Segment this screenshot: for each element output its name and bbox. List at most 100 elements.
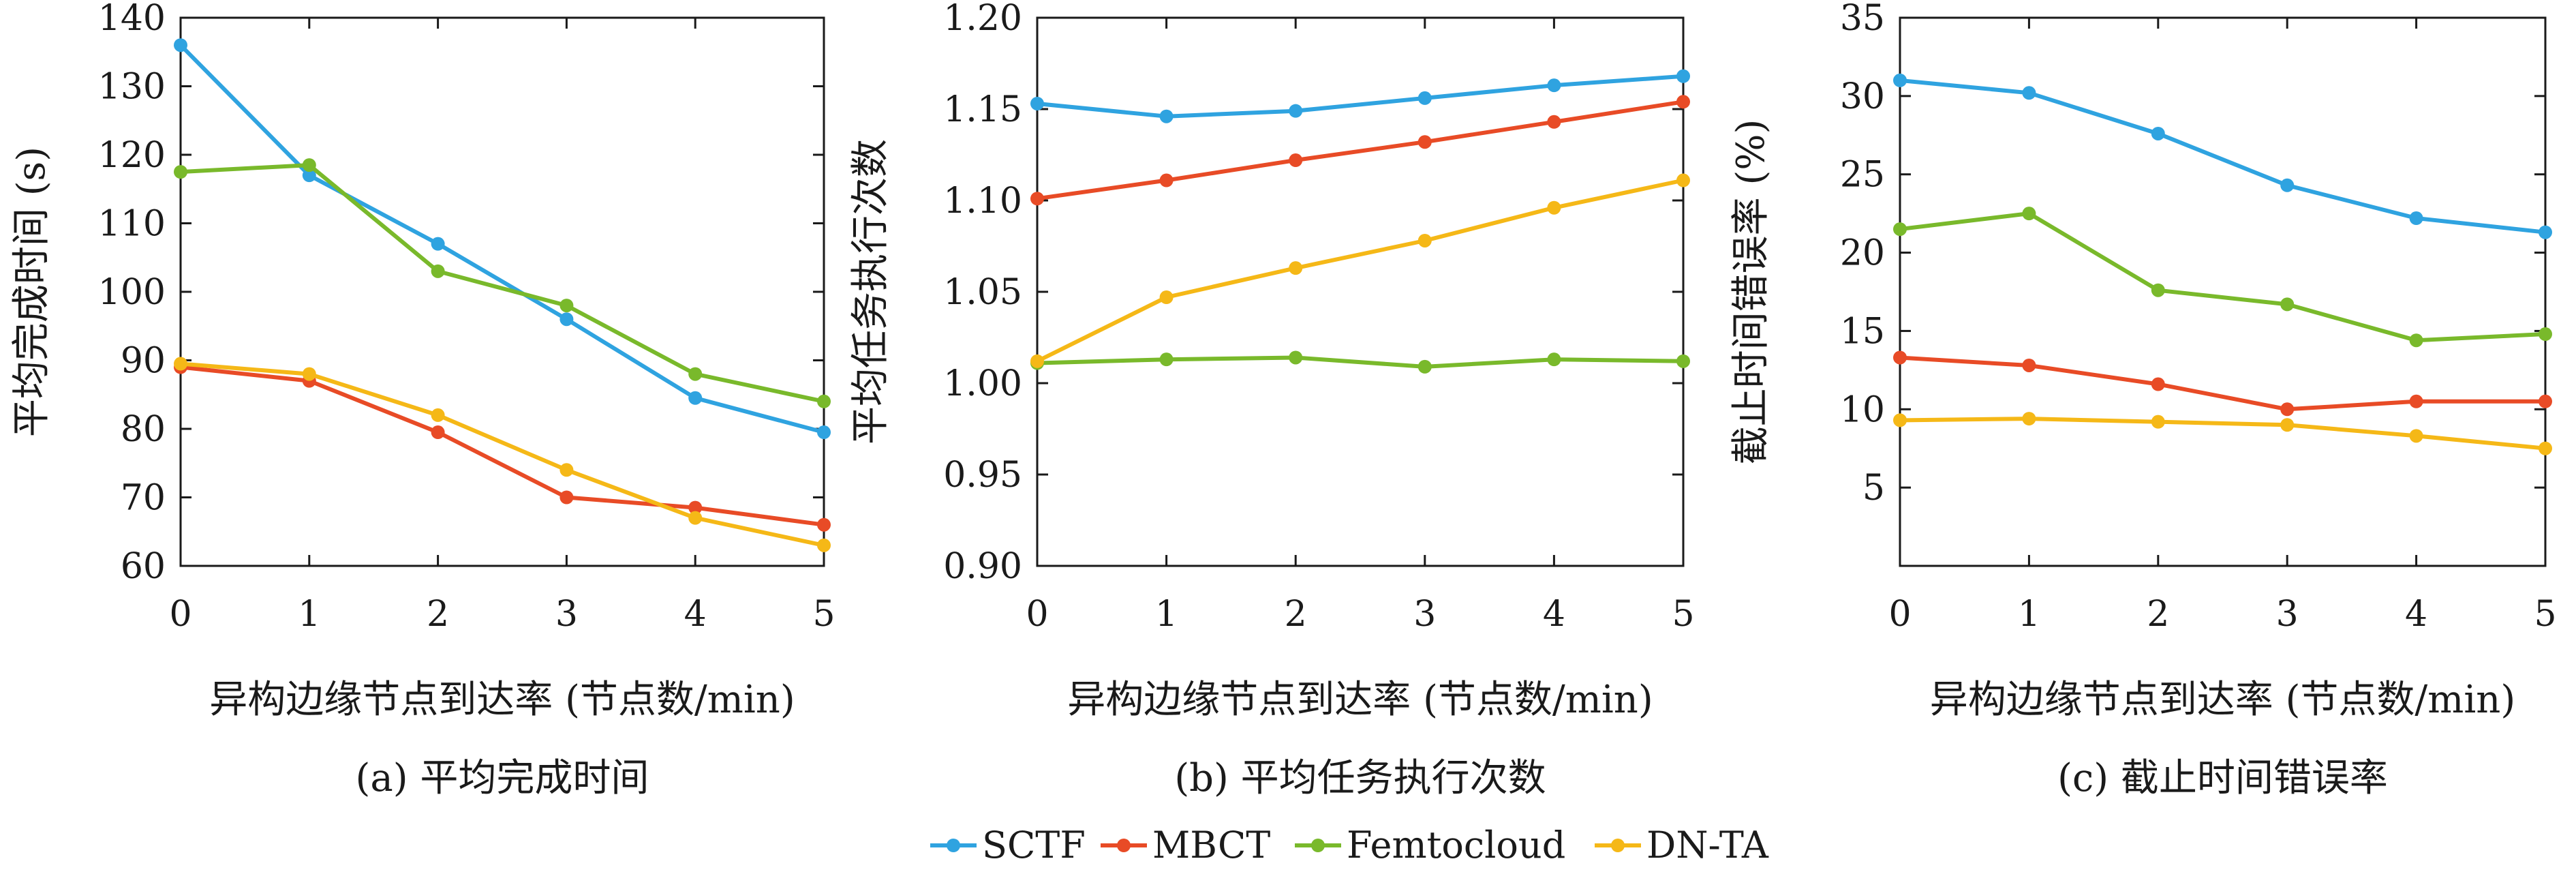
x-tick-label: 4 [1543, 594, 1565, 635]
data-point [2022, 412, 2036, 426]
data-point [817, 394, 831, 408]
data-point [2280, 178, 2295, 192]
data-point [817, 425, 831, 440]
series-line [179, 365, 826, 527]
legend-item-femtocloud: Femtocloud [1295, 824, 1565, 867]
x-axis-label: 异构边缘节点到达率 (节点数/min) [1930, 678, 2515, 722]
y-tick-label: 20 [1840, 233, 1885, 274]
data-point [2280, 402, 2295, 417]
series-line [1898, 78, 2547, 235]
data-point [559, 463, 574, 477]
data-point [688, 511, 703, 525]
series-femtocloud [174, 158, 831, 408]
data-point [1159, 109, 1174, 123]
x-tick-label: 5 [2534, 594, 2556, 635]
data-point [1547, 115, 1561, 129]
series-sctf [1893, 73, 2552, 239]
data-point [2280, 418, 2295, 432]
y-tick-label: 35 [1840, 0, 1885, 39]
y-tick-label: 120 [98, 135, 166, 176]
data-point [302, 158, 316, 172]
chart-panel-b: 0.90 0.95 1.00 1.05 1.10 1.15 1.20 0 1 2 3 4 5 异构边缘节点… [848, 0, 1695, 800]
y-tick-label: 1.00 [943, 363, 1022, 404]
data-point [559, 312, 574, 327]
series-mbct [1893, 350, 2552, 417]
data-point [2151, 126, 2165, 140]
data-point [1289, 350, 1303, 365]
y-tick-label: 100 [98, 272, 166, 313]
chart-panel-a: 60 70 80 90 100 110 120 130 140 0 1 2 3 4 5 异构边缘节点到达率 (… [10, 0, 835, 800]
data-point [1893, 413, 1907, 427]
series-dn-ta [1893, 412, 2552, 455]
data-point [2151, 377, 2165, 391]
data-point [1030, 96, 1044, 110]
y-tick-label: 130 [98, 67, 166, 108]
legend-item-mbct: MBCT [1101, 824, 1270, 867]
data-point [2539, 327, 2552, 342]
data-point [1676, 354, 1690, 368]
data-point [688, 391, 703, 405]
series-line [1898, 417, 2547, 451]
legend-label: Femtocloud [1347, 824, 1565, 867]
series-dn-ta [1030, 173, 1690, 368]
data-point [688, 500, 703, 515]
x-tick-label: 5 [812, 594, 835, 635]
y-tick-label: 140 [98, 0, 166, 39]
data-point [817, 517, 831, 532]
data-point [2022, 358, 2036, 372]
series-line [1898, 211, 2547, 343]
y-tick-label: 10 [1840, 389, 1885, 430]
panel-caption: (a) 平均完成时间 [356, 756, 649, 800]
x-tick-label: 3 [1413, 594, 1436, 635]
x-tick-label: 0 [1888, 594, 1911, 635]
data-point [1030, 192, 1044, 206]
data-point [1417, 233, 1432, 247]
data-point [174, 165, 187, 179]
data-point [2409, 211, 2423, 226]
data-point [1893, 73, 1907, 87]
series-line [179, 163, 826, 404]
data-point [1289, 153, 1303, 168]
data-point [688, 367, 703, 381]
data-point [431, 408, 445, 422]
x-axis-label: 异构边缘节点到达率 (节点数/min) [1067, 678, 1653, 722]
plot-frame [1899, 16, 2547, 567]
legend-marker [1611, 839, 1625, 852]
series-line [1035, 74, 1685, 119]
data-point [2280, 297, 2295, 312]
data-point [1893, 222, 1907, 237]
x-tick-label: 4 [2405, 594, 2427, 635]
x-tick-label: 0 [1026, 594, 1048, 635]
data-point [1030, 354, 1044, 368]
x-tick-label: 3 [555, 594, 578, 635]
data-point [1676, 69, 1690, 83]
data-point [1417, 135, 1432, 149]
series-line [1035, 100, 1685, 201]
data-point [1289, 261, 1303, 275]
series-line [1035, 178, 1685, 363]
series-sctf [1030, 69, 1690, 123]
series-mbct [174, 360, 831, 532]
data-point [817, 538, 831, 552]
legend-label: MBCT [1152, 824, 1270, 867]
y-tick-label: 1.20 [943, 0, 1022, 39]
panel-caption: (c) 截止时间错误率 [2057, 756, 2388, 800]
data-point [559, 299, 574, 313]
y-tick-label: 30 [1840, 76, 1885, 117]
data-point [2022, 207, 2036, 221]
y-tick-label: 60 [121, 546, 166, 587]
series-sctf [174, 38, 831, 440]
x-axis-label: 异构边缘节点到达率 (节点数/min) [209, 678, 795, 722]
y-axis-label: 截止时间错误率 (%) [1729, 119, 1773, 465]
data-point [559, 490, 574, 505]
series-femtocloud [1030, 350, 1690, 374]
legend-label: DN-TA [1646, 824, 1769, 867]
series-dn-ta [174, 357, 831, 552]
series-line [179, 361, 826, 547]
data-point [302, 367, 316, 381]
data-point [1547, 200, 1561, 215]
y-tick-label: 80 [121, 409, 166, 450]
y-tick-label: 15 [1840, 311, 1885, 352]
data-point [431, 425, 445, 440]
